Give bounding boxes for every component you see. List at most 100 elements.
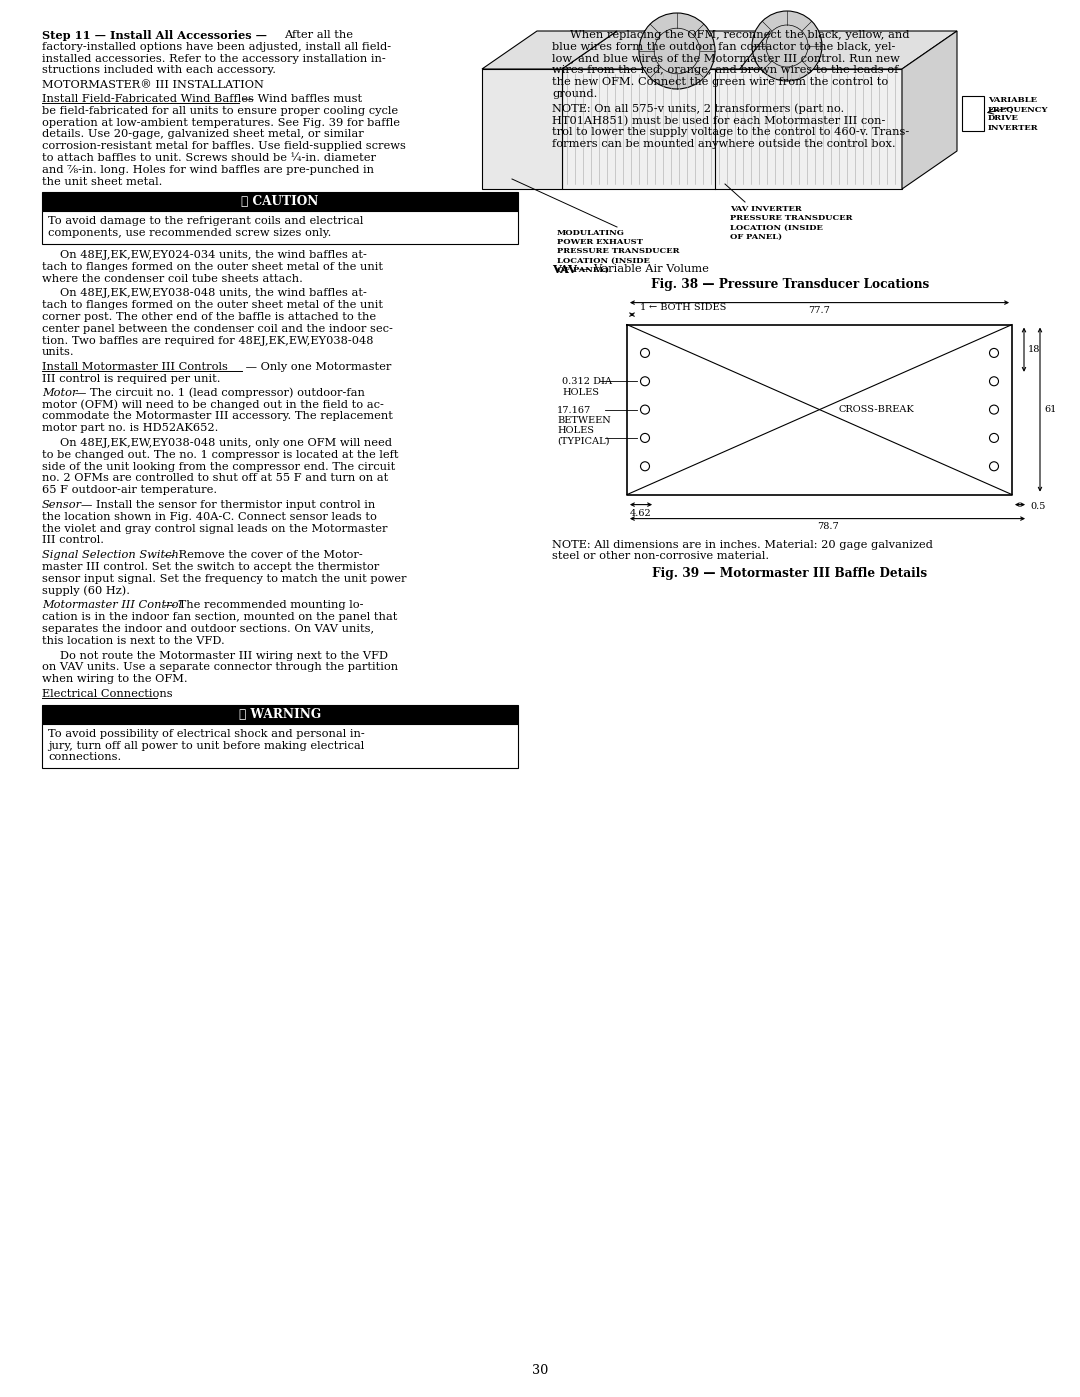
Text: cation is in the indoor fan section, mounted on the panel that: cation is in the indoor fan section, mou… [42,612,397,622]
Text: To avoid possibility of electrical shock and personal in-: To avoid possibility of electrical shock… [48,729,365,739]
Circle shape [640,405,649,414]
Text: Motormaster III Control: Motormaster III Control [42,601,183,610]
Bar [42,193,518,211]
Text: the violet and gray control signal leads on the Motormaster: the violet and gray control signal leads… [42,524,388,534]
Text: 1: 1 [640,303,646,312]
Text: MODULATING
POWER EXHAUST
PRESSURE TRANSDUCER
LOCATION (INSIDE
OF PANEL): MODULATING POWER EXHAUST PRESSURE TRANSD… [557,229,679,274]
Text: ground.: ground. [552,89,597,99]
Text: tach to flanges formed on the outer sheet metal of the unit: tach to flanges formed on the outer shee… [42,300,383,310]
Text: the unit sheet metal.: the unit sheet metal. [42,176,162,187]
Text: the new OFM. Connect the green wire from the control to: the new OFM. Connect the green wire from… [552,77,888,87]
Text: 4.62: 4.62 [630,509,652,518]
Bar [42,211,518,244]
Text: 78.7: 78.7 [816,521,838,531]
Circle shape [640,433,649,443]
Text: be field-fabricated for all units to ensure proper cooling cycle: be field-fabricated for all units to ens… [42,106,399,116]
Circle shape [639,13,715,89]
Text: 77.7: 77.7 [809,306,831,314]
Text: to be changed out. The no. 1 compressor is located at the left: to be changed out. The no. 1 compressor … [42,450,399,460]
Text: NOTE: All dimensions are in inches. Material: 20 gage galvanized: NOTE: All dimensions are in inches. Mate… [552,539,933,549]
Text: Fig. 38 — Pressure Transducer Locations: Fig. 38 — Pressure Transducer Locations [651,278,929,291]
Text: 61: 61 [1044,405,1056,414]
Circle shape [989,462,999,471]
Text: motor part no. is HD52AK652.: motor part no. is HD52AK652. [42,423,218,433]
Text: on VAV units. Use a separate connector through the partition: on VAV units. Use a separate connector t… [42,662,399,672]
Text: commodate the Motormaster III accessory. The replacement: commodate the Motormaster III accessory.… [42,411,393,422]
Text: 30: 30 [531,1363,549,1377]
Bar [962,96,984,131]
Circle shape [989,405,999,414]
Text: tion. Two baffles are required for 48EJ,EK,EW,EY038-048: tion. Two baffles are required for 48EJ,… [42,335,374,345]
Text: NOTE: On all 575-v units, 2 transformers (part no.: NOTE: On all 575-v units, 2 transformers… [552,103,845,115]
Text: center panel between the condenser coil and the indoor sec-: center panel between the condenser coil … [42,324,393,334]
Text: 0.5: 0.5 [1030,502,1045,510]
Text: structions included with each accessory.: structions included with each accessory. [42,66,276,75]
Text: VAV INVERTER
PRESSURE TRANSDUCER
LOCATION (INSIDE
OF PANEL): VAV INVERTER PRESSURE TRANSDUCER LOCATIO… [730,205,852,240]
Polygon shape [562,31,957,68]
Text: formers can be mounted anywhere outside the control box.: formers can be mounted anywhere outside … [552,140,895,149]
Text: — Install the sensor for thermistor input control in: — Install the sensor for thermistor inpu… [81,500,375,510]
Bar [42,724,518,768]
Text: III control.: III control. [42,535,104,545]
Text: where the condenser coil tube sheets attach.: where the condenser coil tube sheets att… [42,274,302,284]
Text: Step 11 — Install All Accessories —: Step 11 — Install All Accessories — [42,29,271,41]
Text: no. 2 OFMs are controlled to shut off at 55 F and turn on at: no. 2 OFMs are controlled to shut off at… [42,474,388,483]
Text: 17.167
BETWEEN
HOLES
(TYPICAL): 17.167 BETWEEN HOLES (TYPICAL) [557,405,611,446]
Text: Motor: Motor [42,388,78,398]
Text: — Variable Air Volume: — Variable Air Volume [579,264,708,274]
Text: — Wind baffles must: — Wind baffles must [239,94,362,103]
Text: operation at low-ambient temperatures. See Fig. 39 for baffle: operation at low-ambient temperatures. S… [42,117,400,127]
Text: sensor input signal. Set the frequency to match the unit power: sensor input signal. Set the frequency t… [42,574,406,584]
Polygon shape [482,68,562,189]
Text: separates the indoor and outdoor sections. On VAV units,: separates the indoor and outdoor section… [42,624,374,634]
Text: Fig. 39 — Motormaster III Baffle Details: Fig. 39 — Motormaster III Baffle Details [652,567,928,580]
Text: components, use recommended screw sizes only.: components, use recommended screw sizes … [48,228,332,239]
Text: On 48EJ,EK,EW,EY038-048 units, the wind baffles at-: On 48EJ,EK,EW,EY038-048 units, the wind … [60,288,367,299]
Text: to attach baffles to unit. Screws should be ¼-in. diameter: to attach baffles to unit. Screws should… [42,154,376,163]
Text: steel or other non-corrosive material.: steel or other non-corrosive material. [552,552,769,562]
Text: VAV: VAV [552,264,577,275]
Text: After all the: After all the [284,29,353,41]
Text: motor (OFM) will need to be changed out in the field to ac-: motor (OFM) will need to be changed out … [42,400,383,411]
Text: trol to lower the supply voltage to the control to 460-v. Trans-: trol to lower the supply voltage to the … [552,127,909,137]
Circle shape [752,11,822,81]
Text: On 48EJ,EK,EW,EY024-034 units, the wind baffles at-: On 48EJ,EK,EW,EY024-034 units, the wind … [60,250,367,260]
Circle shape [640,377,649,386]
Bar [42,705,518,724]
Text: wires from the red, orange, and brown wires to the leads of: wires from the red, orange, and brown wi… [552,66,899,75]
Text: side of the unit looking from the compressor end. The circuit: side of the unit looking from the compre… [42,461,395,472]
Circle shape [989,348,999,358]
Text: corrosion-resistant metal for baffles. Use field-supplied screws: corrosion-resistant metal for baffles. U… [42,141,406,151]
Text: 0.312 DIA
HOLES: 0.312 DIA HOLES [562,377,612,397]
Circle shape [640,348,649,358]
Text: Install Field-Fabricated Wind Baffles: Install Field-Fabricated Wind Baffles [42,94,254,103]
Text: ⚠ CAUTION: ⚠ CAUTION [241,196,319,208]
Text: blue wires form the outdoor fan contactor to the black, yel-: blue wires form the outdoor fan contacto… [552,42,895,52]
Text: — Remove the cover of the Motor-: — Remove the cover of the Motor- [160,550,363,560]
Text: Install Motormaster III Controls: Install Motormaster III Controls [42,362,228,372]
Text: To avoid damage to the refrigerant coils and electrical: To avoid damage to the refrigerant coils… [48,217,363,226]
Polygon shape [562,68,902,189]
Text: connections.: connections. [48,753,121,763]
Text: — Only one Motormaster: — Only one Motormaster [242,362,391,372]
Circle shape [989,433,999,443]
Text: jury, turn off all power to unit before making electrical: jury, turn off all power to unit before … [48,740,364,750]
Text: corner post. The other end of the baffle is attached to the: corner post. The other end of the baffle… [42,312,376,321]
Text: supply (60 Hz).: supply (60 Hz). [42,585,130,597]
Circle shape [989,377,999,386]
Text: installed accessories. Refer to the accessory installation in-: installed accessories. Refer to the acce… [42,53,386,64]
Text: MOTORMASTER® III INSTALLATION: MOTORMASTER® III INSTALLATION [42,80,264,91]
Text: Signal Selection Switch: Signal Selection Switch [42,550,179,560]
Text: CROSS-BREAK: CROSS-BREAK [839,405,915,414]
Text: — The circuit no. 1 (lead compressor) outdoor-fan: — The circuit no. 1 (lead compressor) ou… [75,388,365,398]
Polygon shape [902,31,957,189]
Text: When replacing the OFM, reconnect the black, yellow, and: When replacing the OFM, reconnect the bl… [570,29,909,41]
Text: 18: 18 [1028,345,1040,355]
Text: and ⅞-in. long. Holes for wind baffles are pre-punched in: and ⅞-in. long. Holes for wind baffles a… [42,165,374,175]
Text: ⚠ WARNING: ⚠ WARNING [239,708,321,721]
Text: Sensor: Sensor [42,500,82,510]
Circle shape [640,462,649,471]
Polygon shape [482,31,617,68]
Text: details. Use 20-gage, galvanized sheet metal, or similar: details. Use 20-gage, galvanized sheet m… [42,130,364,140]
Text: master III control. Set the switch to accept the thermistor: master III control. Set the switch to ac… [42,562,379,571]
